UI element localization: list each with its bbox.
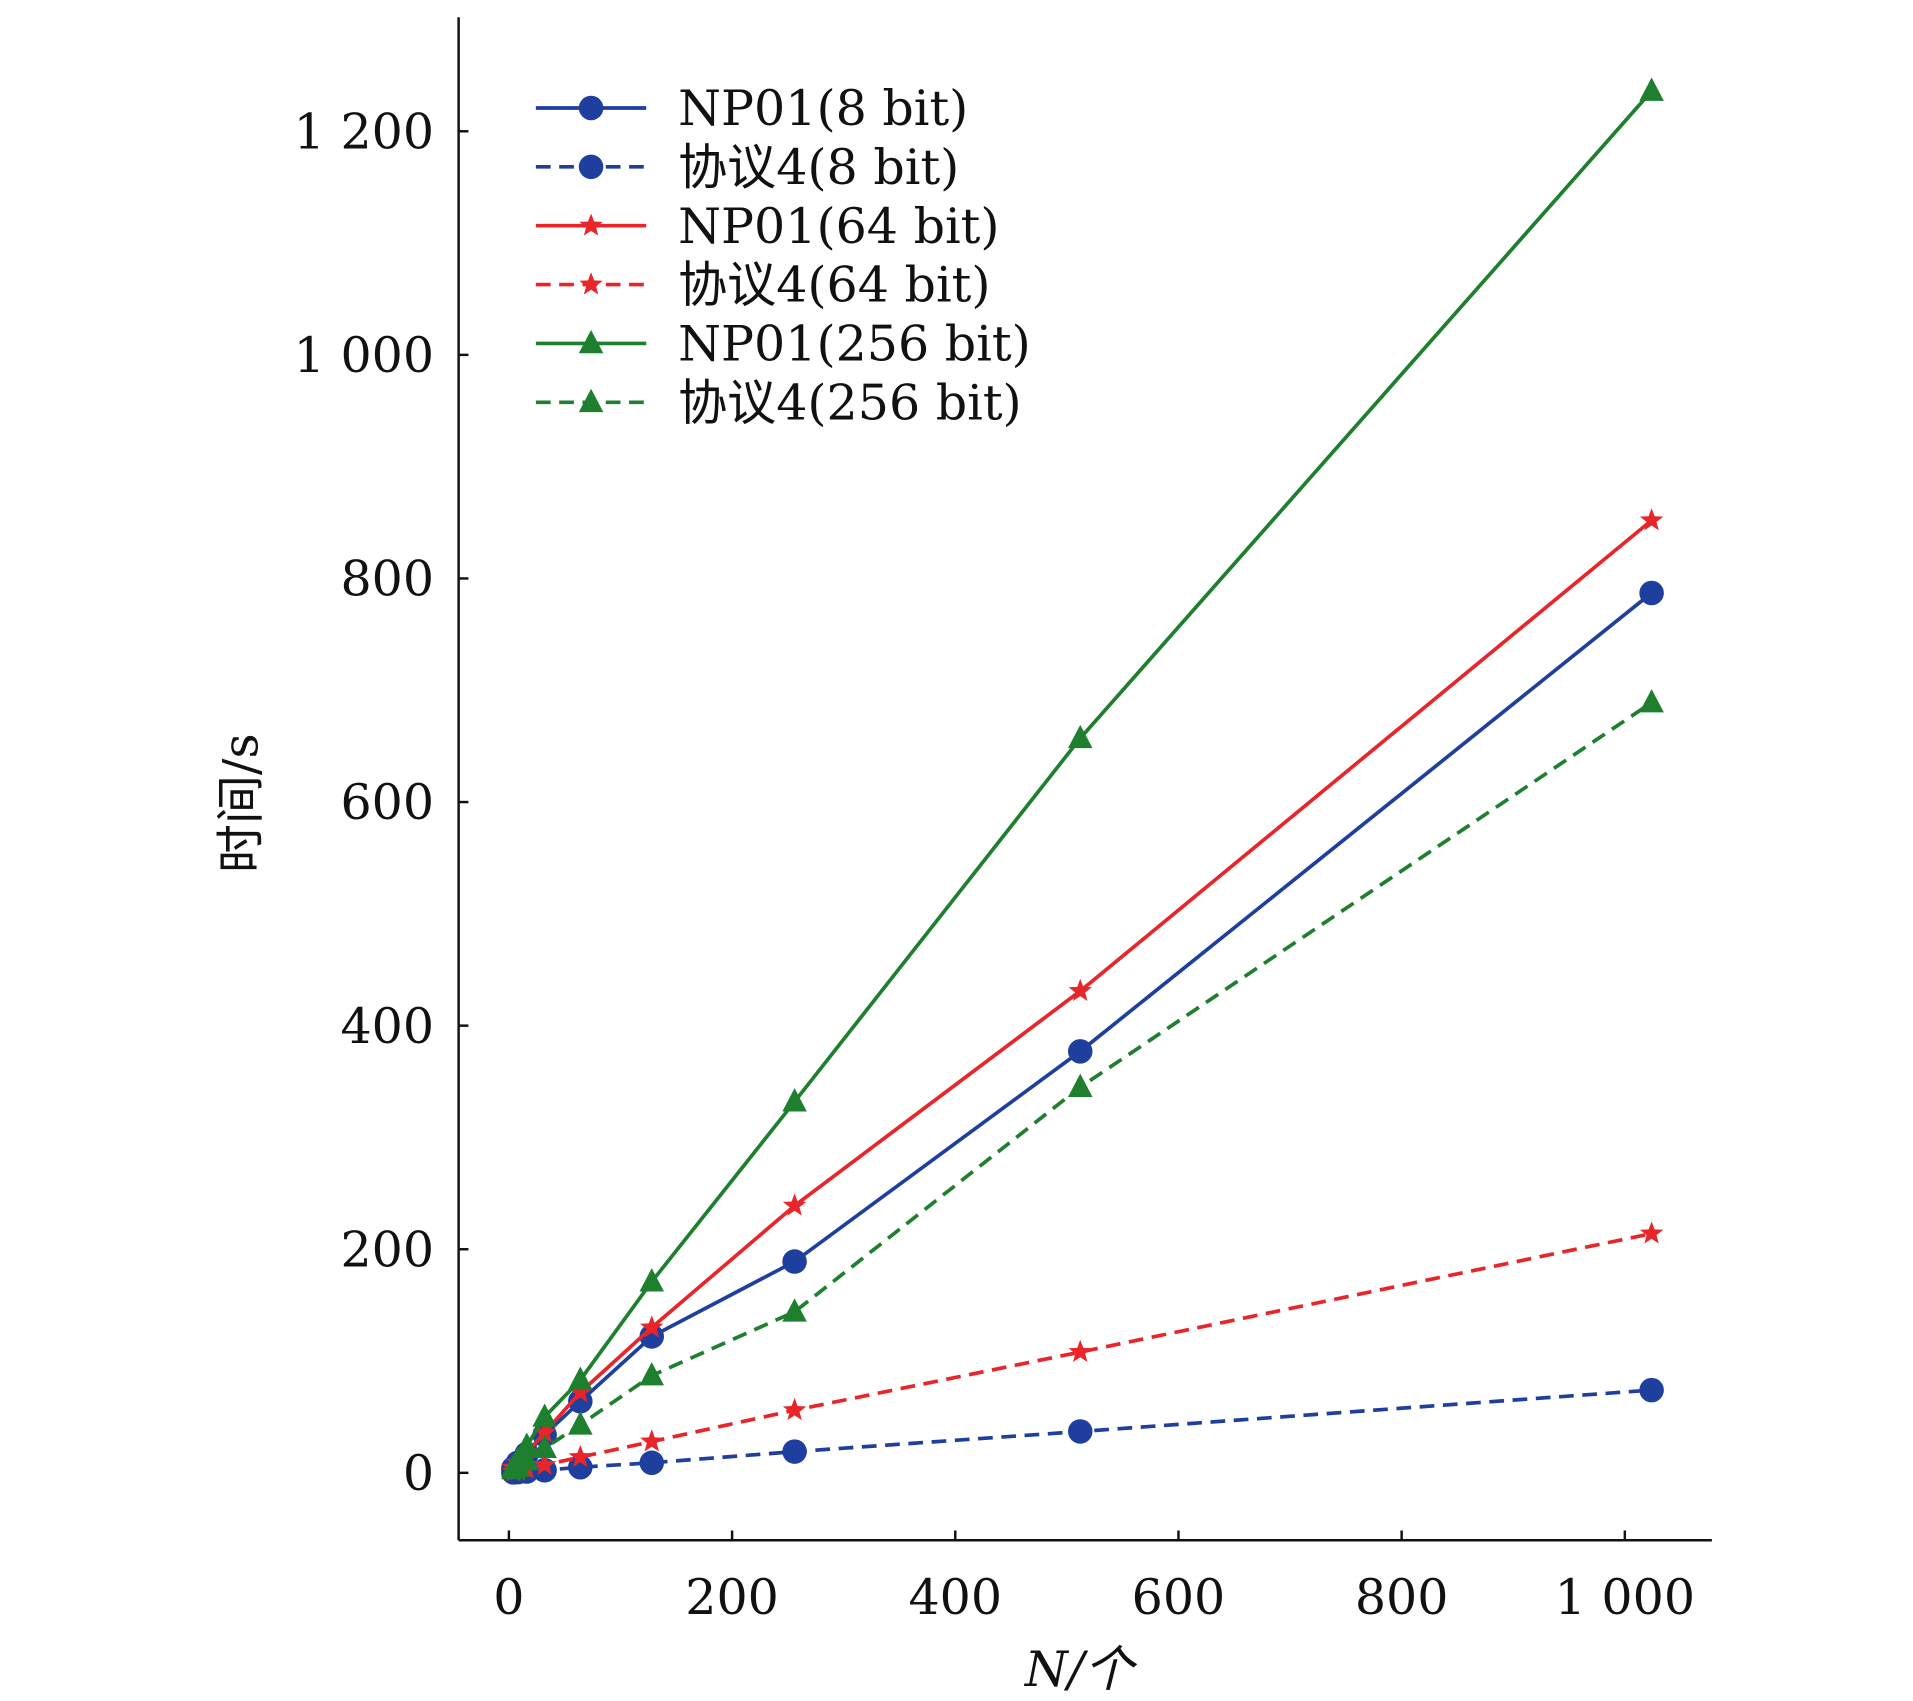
data-point <box>532 1452 557 1475</box>
data-point <box>1067 1039 1093 1064</box>
data-point <box>514 1447 540 1471</box>
y-tick-label: 600 <box>340 773 434 831</box>
data-point <box>1639 77 1664 101</box>
legend-entry: 协议4(256 bit) <box>535 373 1022 431</box>
data-point <box>1639 1377 1664 1403</box>
legend-label: 协议4(8 bit) <box>678 138 959 196</box>
legend-entry: 协议4(64 bit) <box>535 256 991 314</box>
series-group <box>501 77 1664 1485</box>
data-point <box>1067 724 1093 749</box>
data-point <box>782 1439 807 1464</box>
data-point <box>532 1434 557 1459</box>
data-point <box>1639 1221 1664 1244</box>
y-tick-label: 200 <box>340 1220 434 1278</box>
legend-marker <box>579 213 603 236</box>
data-point <box>639 1450 665 1476</box>
data-point <box>1639 580 1664 606</box>
series-0 <box>501 580 1664 1481</box>
y-tick-label: 1 200 <box>294 102 434 160</box>
y-axis-label: 时间/s <box>212 733 270 873</box>
legend-label: NP01(256 bit) <box>678 315 1031 373</box>
y-tick-label: 1 000 <box>294 326 434 384</box>
data-point <box>1067 1073 1093 1097</box>
data-point <box>639 1324 665 1349</box>
legend-entry: NP01(64 bit) <box>535 197 1000 255</box>
data-point <box>568 1411 593 1435</box>
y-tick-label: 0 <box>403 1444 434 1502</box>
legend-marker <box>578 388 604 413</box>
y-tick-label: 400 <box>340 997 434 1055</box>
legend-marker <box>578 329 604 354</box>
data-point <box>1067 1419 1093 1444</box>
data-point <box>1639 508 1664 531</box>
data-point <box>640 1429 664 1452</box>
x-tick-label: 1 000 <box>1555 1568 1695 1626</box>
data-point <box>568 1389 593 1414</box>
y-tick-label: 800 <box>340 550 434 608</box>
series-1 <box>501 1377 1664 1485</box>
data-point <box>640 1315 664 1338</box>
legend-label: 协议4(256 bit) <box>678 373 1022 431</box>
data-point <box>782 1397 807 1421</box>
data-point <box>782 1249 807 1274</box>
data-point <box>639 1362 665 1386</box>
data-point <box>1068 1339 1092 1362</box>
axes <box>457 17 1712 1542</box>
legend-label: NP01(8 bit) <box>678 79 968 137</box>
ticks: 0 200 400 600 800 1 000 0 200 400 600 800 1 000 1 20… <box>294 102 1695 1625</box>
data-point <box>782 1298 807 1322</box>
legend-marker <box>578 95 604 121</box>
data-point <box>568 1366 593 1390</box>
series-4 <box>501 77 1664 1478</box>
data-point <box>1639 689 1664 713</box>
data-point <box>568 1380 593 1403</box>
legend-marker <box>579 272 603 295</box>
series-line <box>511 591 1653 1470</box>
data-point <box>568 1454 593 1480</box>
x-axis-label: N/个 <box>1024 1640 1137 1698</box>
data-point <box>1068 978 1092 1001</box>
data-point <box>782 1193 807 1216</box>
series-2 <box>501 508 1664 1478</box>
legend-label: 协议4(64 bit) <box>678 256 990 314</box>
data-point <box>568 1444 593 1468</box>
data-point <box>532 1420 557 1443</box>
x-tick-label: 600 <box>1132 1568 1226 1626</box>
data-point <box>532 1403 557 1427</box>
legend-entry: NP01(256 bit) <box>535 315 1031 373</box>
x-tick-label: 400 <box>908 1568 1002 1626</box>
x-tick-label: 0 <box>493 1568 524 1626</box>
legend-entry: 协议4(8 bit) <box>535 138 959 196</box>
legend-label: NP01(64 bit) <box>678 197 999 255</box>
x-tick-label: 800 <box>1355 1568 1449 1626</box>
legend-entry: NP01(8 bit) <box>535 79 968 137</box>
data-point <box>782 1088 807 1112</box>
legend: NP01(8 bit) 协议4(8 bit) NP01(64 bit) 协议4(… <box>535 79 1031 431</box>
series-5 <box>501 689 1664 1480</box>
data-point <box>639 1268 665 1292</box>
data-point <box>514 1432 540 1456</box>
x-tick-label: 200 <box>685 1568 779 1626</box>
legend-marker <box>578 154 604 180</box>
